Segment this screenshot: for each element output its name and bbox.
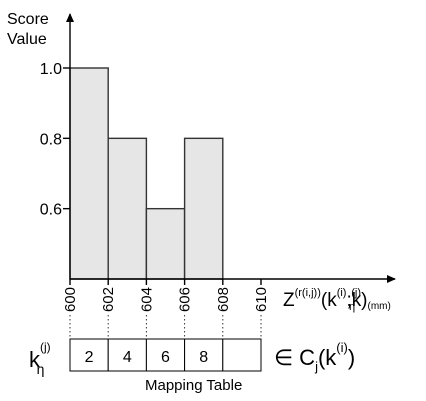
y-tick-label: 0.6 xyxy=(40,202,62,219)
row-label-sub: η xyxy=(37,361,45,377)
x-label-unit: (mm) xyxy=(368,301,391,312)
set-arg-close: ) xyxy=(348,345,355,370)
x-ticks-layer: 600 602 604 606 608 610 xyxy=(62,279,270,339)
x-axis-label: Z(r(i,j))(k(i);k(j) η)(mm) xyxy=(283,287,391,313)
set-arg-sup: (i) xyxy=(336,340,348,355)
table-cell xyxy=(145,338,186,372)
histogram-bar-3 xyxy=(145,207,186,280)
table-cell-value: 4 xyxy=(123,349,132,366)
table-cell-value: 6 xyxy=(161,349,170,366)
set-arg-open: (k xyxy=(318,345,337,370)
x-tick-label: 610 xyxy=(253,287,270,312)
table-caption: Mapping Table xyxy=(145,377,242,394)
x-tick-label: 604 xyxy=(138,287,155,312)
x-label-arg-close: ) xyxy=(361,290,367,311)
table-cell-value: 2 xyxy=(85,349,94,366)
y-ticks-layer: 0.6 0.8 1.0 xyxy=(40,61,70,219)
x-label-sup: (r(i,j)) xyxy=(295,287,321,299)
x-label-arg-sup-i: (i) xyxy=(337,287,347,299)
x-label-arg-sep: ;k xyxy=(346,290,361,311)
x-tick-label: 608 xyxy=(215,287,232,312)
y-tick-label: 0.8 xyxy=(40,131,62,148)
y-axis-label-line2: Value xyxy=(7,31,47,48)
x-label-arg-open: (k xyxy=(321,290,337,311)
row-label-base: k xyxy=(29,347,41,372)
table-cell xyxy=(184,338,224,372)
x-tick-label: 606 xyxy=(177,287,194,312)
table-cell xyxy=(107,338,147,372)
x-tick-label: 602 xyxy=(100,287,117,312)
mapping-table: k(j) η 2 4 6 8 Mapping Table ∈ Cj(k(i)) xyxy=(29,338,355,394)
set-base: C xyxy=(299,345,315,370)
y-axis-label-line1: Score xyxy=(7,11,49,28)
x-label-arg-sup-j: (j) xyxy=(351,287,361,299)
set-symbol: ∈ xyxy=(274,345,293,370)
histogram-bar-2 xyxy=(107,137,148,280)
histogram-bar-1 xyxy=(69,67,109,280)
table-cell xyxy=(69,338,109,372)
table-cell-value: 8 xyxy=(199,349,208,366)
histogram-bar-4 xyxy=(183,137,224,280)
set-sub: j xyxy=(314,359,318,374)
table-row-label: k(j) η xyxy=(29,340,51,377)
element-of-set-label: ∈ Cj(k(i)) xyxy=(274,340,355,374)
row-label-sup: (j) xyxy=(40,340,51,354)
y-tick-label: 1.0 xyxy=(40,61,62,78)
table-cells: 2 4 6 8 xyxy=(69,338,262,372)
x-label-base: Z xyxy=(283,290,295,311)
bars-layer xyxy=(69,67,224,280)
x-tick-label: 600 xyxy=(62,287,79,312)
x-label-arg-sub-eta: η xyxy=(349,301,355,313)
table-cell xyxy=(222,338,262,372)
